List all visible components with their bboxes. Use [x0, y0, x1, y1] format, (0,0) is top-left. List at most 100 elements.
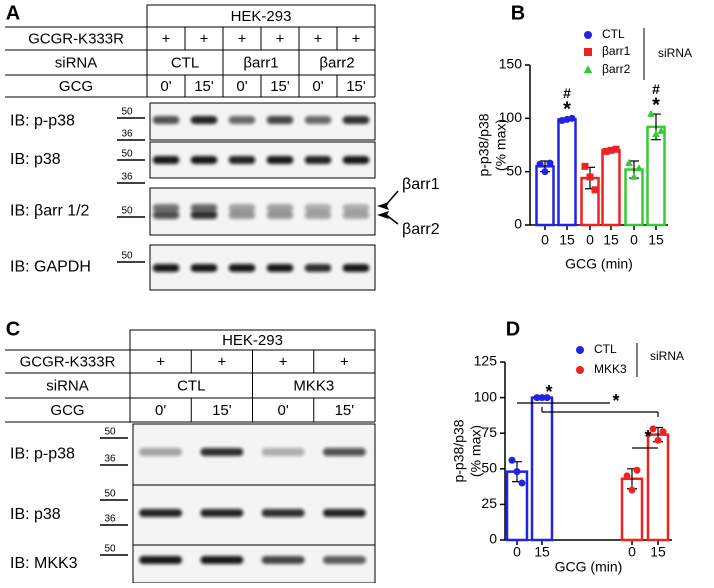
blot-label: IB: MKK3 [10, 555, 78, 572]
blot-label: IB: p38 [10, 151, 61, 168]
band [152, 204, 180, 212]
legend-title: siRNA [658, 46, 692, 60]
x-axis-label: GCG (min) [565, 256, 633, 272]
cell: + [238, 30, 247, 47]
band [304, 156, 332, 164]
point [533, 394, 541, 402]
band [152, 156, 180, 164]
cell-line: HEK-293 [231, 8, 292, 25]
band [322, 556, 366, 564]
band [200, 448, 244, 456]
cell: 15' [270, 78, 290, 95]
point [568, 114, 576, 122]
blot-label: IB: GAPDH [10, 259, 91, 276]
point [576, 366, 584, 374]
point [625, 158, 633, 166]
band [266, 156, 294, 164]
band [304, 116, 332, 124]
cell: 0' [236, 78, 247, 95]
y-tick-label: 50 [481, 460, 497, 476]
blot [149, 187, 376, 236]
bar [557, 118, 577, 227]
point [652, 130, 660, 138]
mw-marker: 50 [121, 206, 133, 217]
x-tick-label: 15 [603, 232, 619, 248]
row-label: siRNA [46, 377, 89, 394]
band [261, 556, 305, 564]
y-tick-label: 0 [489, 531, 497, 547]
y-tick-label: 150 [499, 56, 523, 72]
blot [149, 244, 376, 291]
band [342, 211, 370, 219]
bar [646, 433, 670, 542]
point [541, 168, 549, 176]
point [591, 186, 599, 194]
legend-title: siRNA [650, 349, 684, 363]
band [228, 156, 256, 164]
cell: CTL [177, 377, 205, 394]
cell: 15' [194, 78, 214, 95]
y-tick-label: 100 [474, 388, 498, 404]
blot [149, 102, 376, 141]
mw-marker: 50 [121, 251, 133, 262]
band [266, 264, 294, 272]
band [266, 204, 294, 212]
band [152, 116, 180, 124]
point [649, 425, 657, 433]
blot-label: IB: p-p38 [10, 113, 75, 130]
y-tick-label: 50 [506, 162, 522, 178]
x-axis-label: GCG (min) [555, 559, 623, 575]
band [139, 556, 183, 564]
bracket [541, 407, 659, 417]
row-label: GCGR-K333R [20, 353, 116, 370]
band [228, 211, 256, 219]
point [635, 164, 643, 172]
band [304, 204, 332, 212]
band-arrow-label: βarr1 [402, 176, 440, 193]
band [261, 509, 305, 517]
panel-letter: C [6, 318, 20, 340]
band [200, 509, 244, 517]
cell: βarr1 [243, 54, 278, 71]
point [583, 65, 593, 74]
point [584, 48, 592, 56]
band [152, 264, 180, 272]
cell: + [352, 30, 361, 47]
point [518, 479, 526, 487]
point [586, 173, 594, 181]
y-tick-label: 125 [474, 353, 498, 369]
point [628, 486, 636, 494]
point [623, 472, 631, 480]
y-axis-label: (% max) [493, 119, 509, 171]
x-tick-label: 0 [513, 544, 521, 560]
cell: + [279, 353, 288, 370]
band [342, 116, 370, 124]
y-axis-label: p-p38/p38 [476, 113, 492, 176]
legend-label: βarr1 [602, 44, 631, 58]
cell: + [314, 30, 323, 47]
row-label: GCG [50, 402, 84, 419]
band [190, 204, 218, 212]
x-tick-label: 15 [648, 232, 664, 248]
band [228, 116, 256, 124]
band [152, 211, 180, 219]
point [633, 466, 641, 474]
annotation: * [652, 94, 660, 116]
point [543, 394, 551, 402]
band [304, 211, 332, 219]
cell: MKK3 [293, 377, 334, 394]
mw-marker: 50 [121, 149, 133, 160]
cell: CTL [171, 54, 199, 71]
y-tick-label: 25 [481, 495, 497, 511]
point [584, 31, 592, 39]
point [508, 456, 516, 464]
y-axis-label: (% max) [468, 425, 484, 477]
mw-marker: 36 [104, 514, 116, 525]
legend-label: CTL [594, 342, 617, 356]
annotation: * [563, 99, 571, 121]
band [266, 211, 294, 219]
band [322, 448, 366, 456]
bar [601, 149, 621, 227]
point [659, 428, 667, 436]
mw-marker: 50 [121, 107, 133, 118]
